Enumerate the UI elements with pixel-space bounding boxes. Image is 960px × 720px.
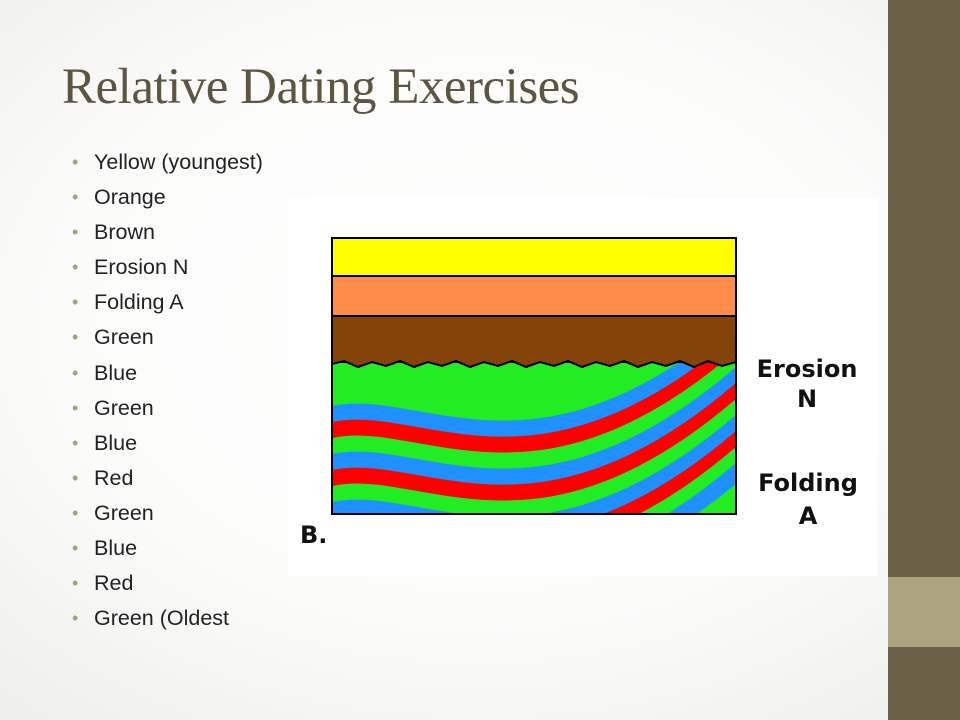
layer-list: • Yellow (youngest) • Orange • Brown • Erosi…	[72, 146, 263, 637]
fold-band-blue	[332, 367, 736, 485]
layer-yellow	[331, 237, 737, 277]
bullet-icon: •	[72, 362, 79, 383]
list-item: • Green	[72, 392, 263, 427]
folded-layers	[332, 362, 736, 514]
bullet-icon: •	[72, 292, 79, 313]
bullet-icon: •	[72, 538, 79, 559]
fold-band-red	[602, 431, 736, 514]
bullet-icon: •	[72, 222, 79, 243]
figure-label: B.	[300, 521, 327, 549]
list-item: • Blue	[72, 427, 263, 462]
folding-letter: A	[799, 502, 818, 530]
list-item: • Erosion N	[72, 251, 263, 286]
list-item: • Blue	[72, 532, 263, 567]
folding-label: Folding	[758, 469, 858, 497]
fold-band-blue	[332, 362, 708, 437]
fold-band-green	[332, 399, 736, 514]
fold-band-green	[332, 362, 736, 469]
bullet-icon: •	[72, 502, 79, 523]
bullet-icon: •	[72, 432, 79, 453]
list-item: • Brown	[72, 216, 263, 251]
list-item: • Yellow (youngest)	[72, 146, 263, 181]
bullet-icon: •	[72, 397, 79, 418]
bullet-icon: •	[72, 257, 79, 278]
fold-band-blue	[332, 415, 736, 514]
fold-band-red	[332, 383, 736, 501]
list-item: • Green	[72, 321, 263, 356]
list-item: • Red	[72, 567, 263, 602]
list-item: • Folding A	[72, 286, 263, 321]
slide-title: Relative Dating Exercises	[62, 59, 580, 115]
bullet-icon: •	[72, 327, 79, 348]
erosion-label: Erosion	[757, 355, 858, 383]
sidebar-accent	[888, 577, 960, 647]
fold-band-red	[332, 362, 729, 453]
list-item: • Green	[72, 497, 263, 532]
layer-orange	[331, 275, 737, 317]
bullet-icon: •	[72, 152, 79, 172]
list-item: • Orange	[72, 181, 263, 216]
layer-brown	[331, 315, 737, 369]
bullet-icon: •	[72, 187, 79, 208]
list-item: • Blue	[72, 357, 263, 392]
sidebar-bar	[888, 0, 960, 720]
list-item: • Green (Oldest	[72, 602, 263, 637]
bullet-icon: •	[72, 608, 79, 629]
cross-section-svg: Erosion N Folding A B.	[300, 237, 858, 549]
erosion-letter: N	[797, 385, 817, 413]
bullet-icon: •	[72, 573, 79, 594]
list-item: • Red	[72, 462, 263, 497]
bullet-icon: •	[72, 467, 79, 488]
fold-band-green	[332, 362, 685, 421]
cross-section-figure: Erosion N Folding A B.	[288, 198, 877, 576]
